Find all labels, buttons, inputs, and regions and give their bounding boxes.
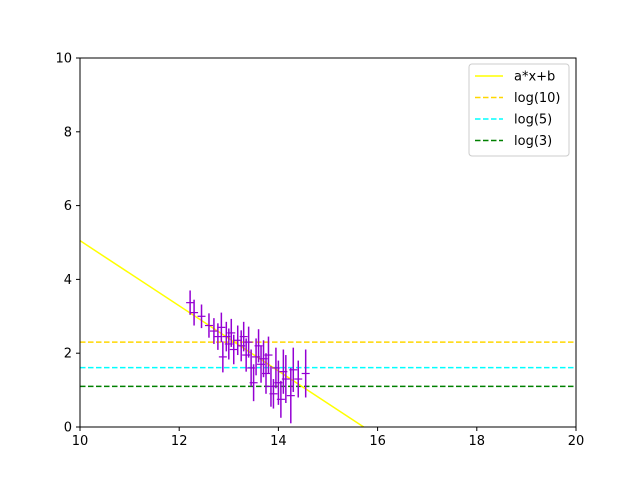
legend-box — [468, 63, 570, 157]
data-point-14 — [239, 321, 248, 352]
data-point-3 — [204, 313, 213, 338]
y-tick-label-4: 8 — [64, 125, 72, 140]
data-point-1 — [190, 299, 199, 326]
x-tick-label-1: 12 — [171, 434, 188, 449]
data-point-16 — [244, 326, 253, 358]
data-point-26 — [269, 379, 278, 409]
data-point-7 — [218, 341, 227, 373]
y-tick-label-0: 0 — [64, 421, 72, 436]
axes-frame — [79, 57, 577, 428]
data-point-24 — [264, 336, 273, 374]
data-point-4 — [209, 318, 218, 344]
legend-label-2: log(5) — [514, 113, 552, 128]
x-tick-label-3: 16 — [369, 434, 386, 449]
data-point-2 — [197, 304, 206, 329]
y-tick-label-2: 4 — [64, 273, 72, 288]
data-point-11 — [229, 334, 238, 365]
x-tick-label-2: 14 — [270, 434, 287, 449]
data-point-35 — [301, 349, 310, 398]
data-point-29 — [276, 380, 285, 418]
legend-label-3: log(3) — [514, 134, 552, 149]
x-tick-label-5: 20 — [568, 434, 585, 449]
plot-area — [80, 240, 576, 427]
y-tick-label-5: 10 — [55, 52, 72, 67]
legend-label-0: a*x+b — [514, 70, 555, 85]
data-point-10 — [227, 318, 236, 347]
data-point-0 — [186, 290, 195, 315]
data-point-12 — [233, 325, 242, 356]
data-point-34 — [294, 360, 303, 398]
y-tick-label-3: 6 — [64, 199, 72, 214]
data-point-18 — [249, 364, 258, 402]
y-tick-label-1: 2 — [64, 347, 72, 362]
x-tick-label-0: 10 — [72, 434, 89, 449]
x-tick-label-4: 18 — [469, 434, 486, 449]
data-point-31 — [281, 355, 290, 404]
axes: 10 12 14 16 18 20 0 2 4 6 8 10 — [55, 52, 584, 450]
data-point-33 — [289, 347, 298, 392]
data-point-32 — [286, 367, 295, 424]
data-point-6 — [217, 312, 226, 343]
legend: a*x+b log(10) log(5) log(3) — [468, 63, 570, 157]
legend-label-1: log(10) — [514, 91, 561, 106]
